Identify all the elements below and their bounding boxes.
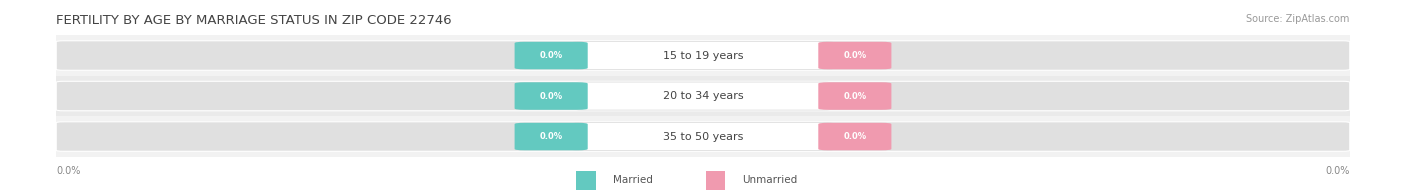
Text: 0.0%: 0.0%	[540, 132, 562, 141]
Text: 15 to 19 years: 15 to 19 years	[662, 51, 744, 61]
Text: FERTILITY BY AGE BY MARRIAGE STATUS IN ZIP CODE 22746: FERTILITY BY AGE BY MARRIAGE STATUS IN Z…	[56, 14, 451, 27]
Text: 0.0%: 0.0%	[56, 165, 80, 176]
Text: 0.0%: 0.0%	[540, 51, 562, 60]
Text: 35 to 50 years: 35 to 50 years	[662, 132, 744, 142]
Text: 0.0%: 0.0%	[844, 51, 866, 60]
Text: Unmarried: Unmarried	[742, 175, 797, 185]
Text: 0.0%: 0.0%	[540, 92, 562, 101]
Text: 0.0%: 0.0%	[1326, 165, 1350, 176]
Text: 0.0%: 0.0%	[844, 92, 866, 101]
Text: Source: ZipAtlas.com: Source: ZipAtlas.com	[1246, 14, 1350, 24]
Text: 0.0%: 0.0%	[844, 132, 866, 141]
Text: Married: Married	[613, 175, 652, 185]
Text: 20 to 34 years: 20 to 34 years	[662, 91, 744, 101]
